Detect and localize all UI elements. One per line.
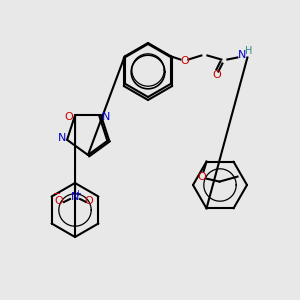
Text: O: O [180, 56, 189, 67]
Text: O: O [85, 196, 93, 206]
Text: +: + [75, 190, 81, 199]
Text: N: N [238, 50, 247, 61]
Text: O: O [55, 196, 63, 206]
Text: N: N [102, 112, 110, 122]
Text: −: − [53, 189, 61, 199]
Text: O: O [212, 70, 221, 80]
Text: N: N [58, 133, 66, 143]
Text: N: N [71, 192, 79, 202]
Text: O: O [197, 172, 206, 182]
Text: H: H [245, 46, 252, 56]
Text: O: O [65, 112, 74, 122]
